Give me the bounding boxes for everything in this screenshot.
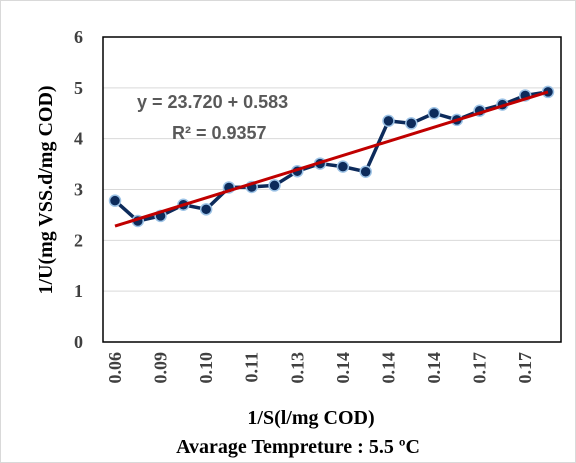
- equation-label: y = 23.720 + 0.583: [137, 92, 288, 112]
- x-axis-title: 1/S(l/mg COD): [247, 407, 374, 429]
- x-tick-label: 0.14: [424, 352, 444, 384]
- x-tick-label: 0.13: [287, 352, 307, 384]
- y-tick-label: 2: [74, 230, 83, 250]
- x-tick-label: 0.14: [333, 352, 353, 384]
- x-axis-ticks: 0.06 0.09 0.10 0.11 0.13 0.14 0.14 0.14 0.17 0.17: [105, 352, 535, 384]
- x-tick-label: 0.17: [470, 352, 490, 384]
- x-tick-label: 0.11: [242, 352, 262, 383]
- x-tick-label: 0.17: [515, 352, 535, 384]
- x-tick-label: 0.14: [378, 352, 398, 384]
- data-point: [108, 194, 122, 207]
- y-tick-label: 3: [74, 180, 83, 200]
- data-point: [427, 107, 441, 120]
- plot-area: [102, 36, 562, 343]
- x-tick-label: 0.09: [151, 352, 171, 384]
- data-point: [382, 114, 395, 128]
- data-point: [359, 165, 372, 178]
- chart-subtitle: Avarage Tempreture : 5.5 ºC: [176, 436, 420, 458]
- y-axis-ticks: 0 1 2 3 4 5 6: [74, 27, 83, 352]
- gridlines: [103, 87, 561, 292]
- data-point: [268, 179, 281, 192]
- data-point: [405, 117, 418, 130]
- x-tick-label: 0.10: [196, 352, 216, 384]
- y-tick-label: 5: [74, 78, 83, 98]
- trendline: [114, 90, 549, 228]
- y-tick-label: 1: [74, 281, 83, 301]
- data-point: [199, 203, 213, 216]
- y-tick-label: 0: [74, 332, 83, 352]
- x-tick-label: 0.06: [105, 352, 125, 384]
- r-squared-label: R² = 0.9357: [172, 123, 267, 143]
- y-tick-label: 6: [74, 27, 83, 47]
- y-tick-label: 4: [74, 129, 83, 149]
- data-point: [336, 160, 350, 173]
- y-axis-title: 1/U(mg VSS.d/mg COD): [35, 85, 57, 294]
